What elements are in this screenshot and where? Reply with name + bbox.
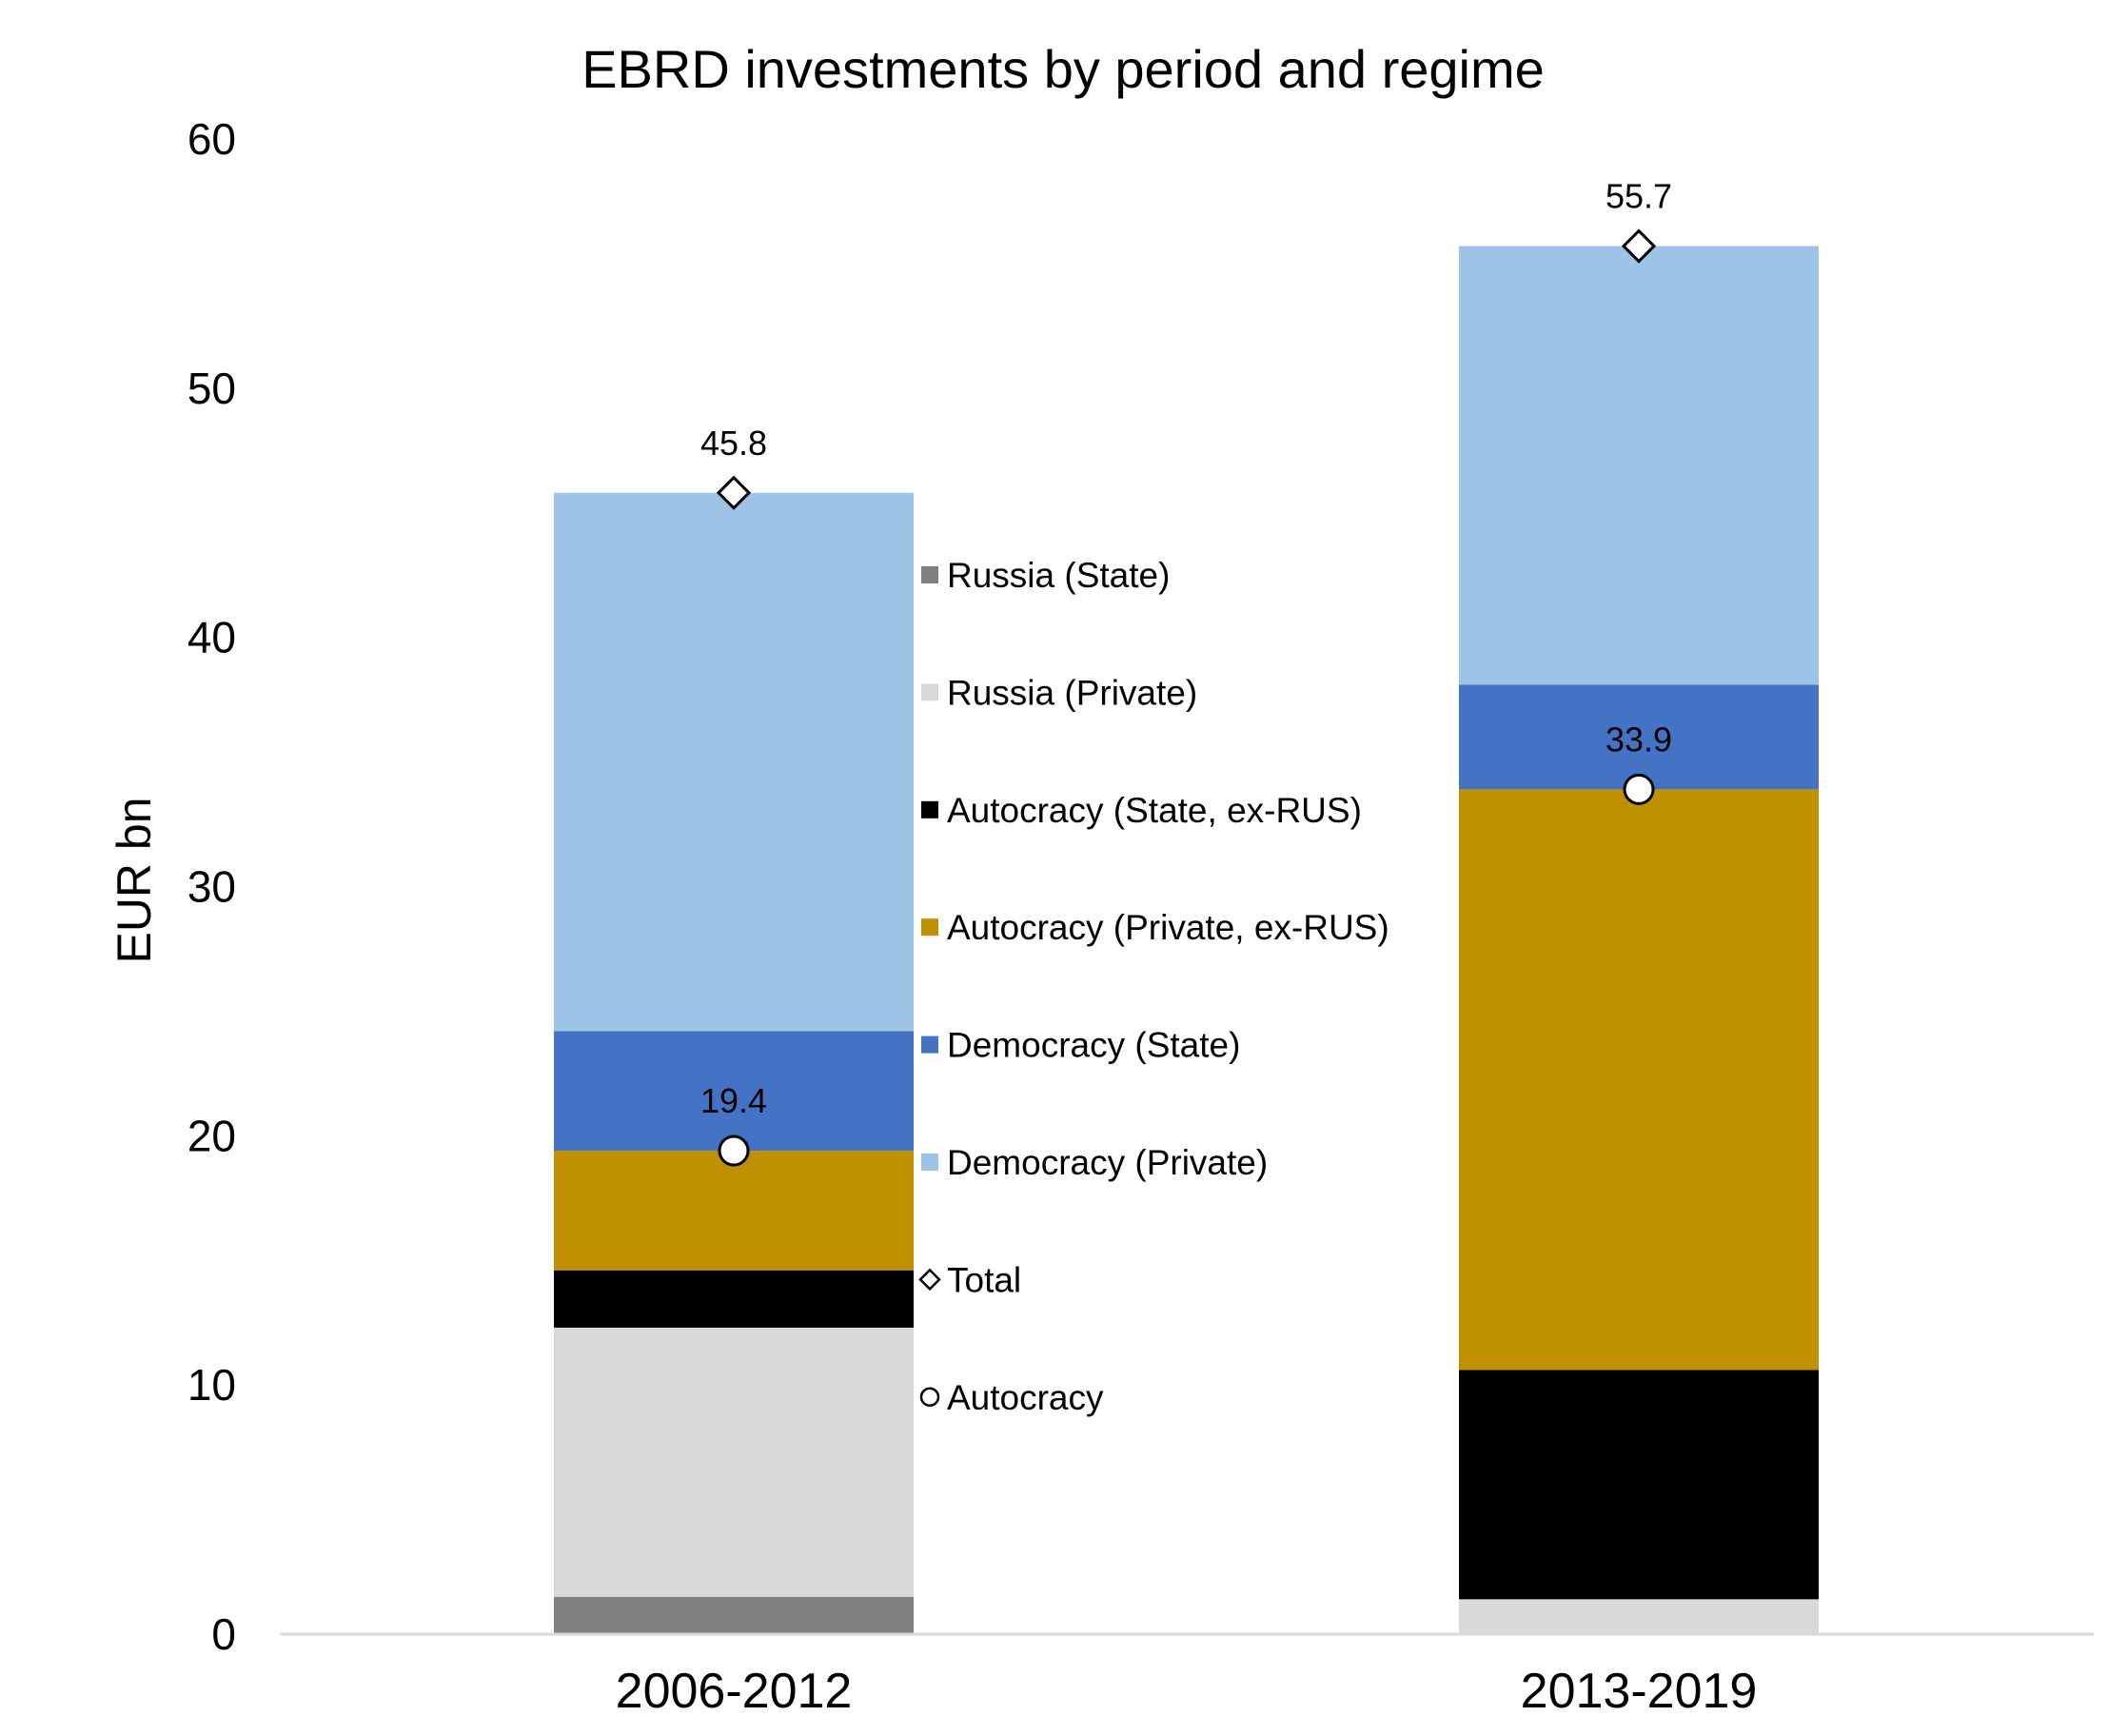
- bar-segment: [554, 1327, 914, 1597]
- y-axis-ticks: 0 10 20 30 40 50 60: [187, 114, 236, 1659]
- legend-label: Autocracy (Private, ex-RUS): [947, 908, 1389, 947]
- legend-swatch: [921, 566, 938, 583]
- legend-circle-icon: [919, 1387, 940, 1408]
- legend-swatch: [921, 800, 938, 819]
- bar-segment: [554, 1151, 914, 1271]
- bars-group: [554, 246, 1819, 1634]
- legend: Russia (State) Russia (Private) Autocracy …: [918, 556, 1389, 1417]
- x-tick-label: 2013-2019: [1521, 1664, 1758, 1719]
- data-label: 19.4: [700, 1081, 767, 1120]
- y-axis-title: EUR bn: [108, 797, 161, 963]
- y-tick-label: 60: [187, 114, 236, 164]
- x-tick-label: 2006-2012: [616, 1664, 853, 1719]
- autocracy-marker: [718, 1134, 750, 1167]
- y-tick-label: 30: [187, 862, 236, 912]
- y-tick-label: 20: [187, 1111, 236, 1160]
- markers-group: 45.8 55.7 19.4 33.9: [700, 177, 1672, 1167]
- y-tick-label: 50: [187, 364, 236, 413]
- y-tick-label: 0: [211, 1609, 236, 1659]
- legend-swatch: [921, 1036, 938, 1054]
- bar-segment: [554, 492, 914, 1032]
- y-tick-label: 40: [187, 613, 236, 662]
- legend-diamond-icon: [918, 1268, 941, 1292]
- legend-label: Russia (Private): [947, 673, 1197, 712]
- bar-segment: [554, 1270, 914, 1328]
- bar-segment: [1459, 1370, 1819, 1600]
- legend-swatch: [921, 918, 938, 937]
- legend-label: Total: [947, 1260, 1021, 1299]
- legend-swatch: [921, 683, 938, 701]
- bar-segment: [1459, 246, 1819, 685]
- total-marker: [716, 475, 752, 510]
- legend-swatch: [921, 1154, 938, 1171]
- data-label: 33.9: [1606, 720, 1672, 759]
- bar-segment: [554, 1031, 914, 1152]
- x-axis-labels: 2006-2012 2013-2019: [616, 1664, 1758, 1719]
- bar-segment: [1459, 1599, 1819, 1634]
- autocracy-marker: [1623, 773, 1655, 805]
- legend-label: Democracy (State): [947, 1026, 1240, 1065]
- legend-label: Autocracy: [947, 1378, 1104, 1417]
- y-tick-label: 10: [187, 1360, 236, 1410]
- legend-label: Autocracy (State, ex-RUS): [947, 791, 1362, 830]
- data-label: 45.8: [700, 424, 767, 463]
- bar-segment: [1459, 789, 1819, 1371]
- legend-label: Democracy (Private): [947, 1143, 1268, 1182]
- legend-label: Russia (State): [947, 556, 1170, 595]
- bar-segment: [554, 1596, 914, 1634]
- total-marker: [1621, 228, 1657, 264]
- chart-title: EBRD investments by period and regime: [581, 39, 1545, 99]
- bar-segment: [1459, 684, 1819, 790]
- data-label: 55.7: [1606, 177, 1672, 216]
